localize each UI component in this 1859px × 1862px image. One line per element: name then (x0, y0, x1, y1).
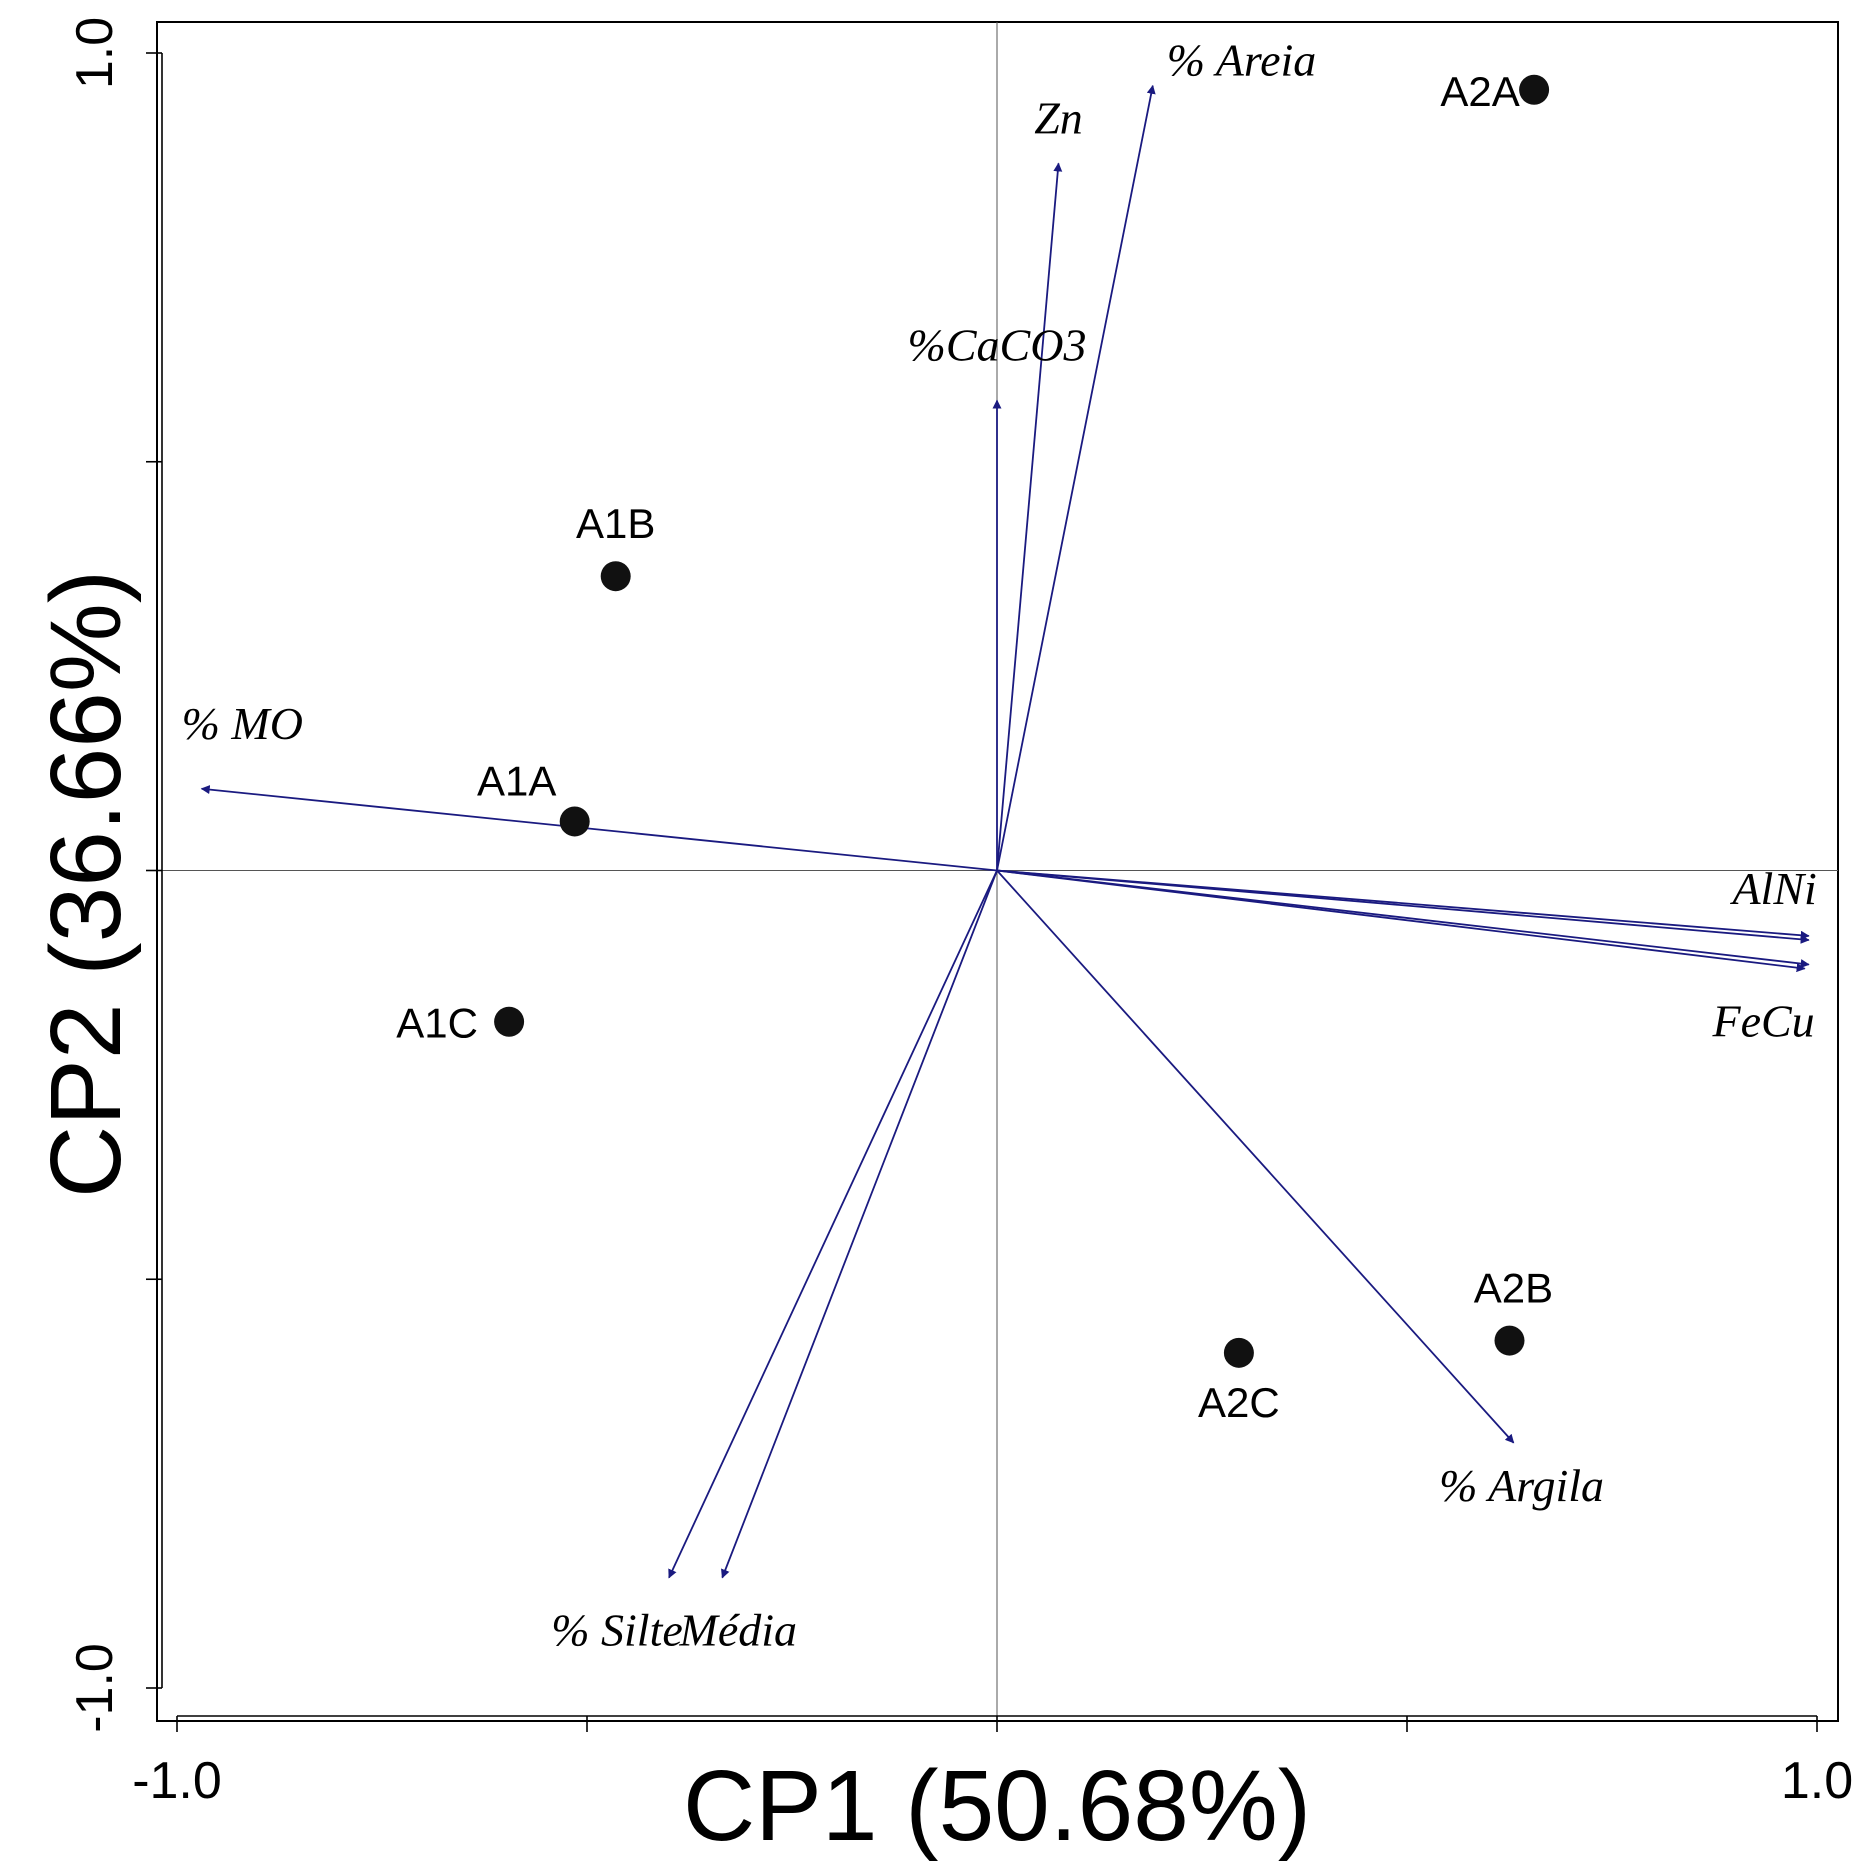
y-tick-label-1: 1.0 (66, 17, 124, 89)
vector-label-m-dia: Média (679, 1605, 798, 1656)
point-label-a1a: A1A (477, 757, 556, 804)
point-a2b (1494, 1325, 1525, 1356)
vector-m-dia-10 (721, 870, 998, 1579)
point-label-a1c: A1C (396, 1000, 478, 1047)
vector-zn-1 (996, 162, 1063, 871)
y-axis-title: CP2 (36.66%) (30, 570, 142, 1198)
vector-label-caco3: %CaCO3 (908, 319, 1087, 370)
point-a1c (494, 1006, 525, 1037)
point-a1a (559, 806, 590, 837)
vector-silte-9 (668, 870, 998, 1579)
point-a2a (1519, 74, 1550, 105)
point-a2c (1223, 1337, 1254, 1368)
score-points: A2A A1B A1A A1C A2B A2C (396, 68, 1553, 1426)
vector-mo-3 (200, 785, 998, 872)
x-tick-label-0: -1.0 (132, 1752, 222, 1810)
vector-label-zn: Zn (1034, 92, 1083, 143)
loading-vectors: % Areia Zn %CaCO3 % MO AlNi FeCu % Argila % Sil… (182, 35, 1817, 1656)
y-axis: -1.0 1.0 (66, 17, 163, 1733)
y-tick-label-0: -1.0 (66, 1643, 124, 1733)
vector-unnamed-5 (996, 869, 1810, 944)
vector-fecu-7 (996, 869, 1806, 973)
point-label-a1b: A1B (576, 500, 655, 547)
vector-label-fecu: FeCu (1711, 996, 1814, 1047)
vector-label-argila: % Argila (1439, 1460, 1604, 1511)
point-a1b (600, 561, 631, 592)
vector-label-areia: % Areia (1167, 35, 1316, 86)
vector-label-mo: % MO (182, 698, 303, 749)
point-label-a2b: A2B (1474, 1265, 1553, 1312)
x-axis-title: CP1 (50.68%) (683, 1750, 1311, 1862)
vector-label-silte: % Silte (551, 1605, 683, 1656)
vector-areia-0 (996, 84, 1156, 871)
x-tick-label-1: 1.0 (1781, 1752, 1853, 1810)
vector-label-alni: AlNi (1729, 863, 1816, 914)
point-label-a2a: A2A (1440, 68, 1519, 115)
point-label-a2c: A2C (1198, 1379, 1280, 1426)
vector-argila-8 (996, 869, 1515, 1444)
x-axis: -1.0 1.0 (132, 1715, 1853, 1810)
